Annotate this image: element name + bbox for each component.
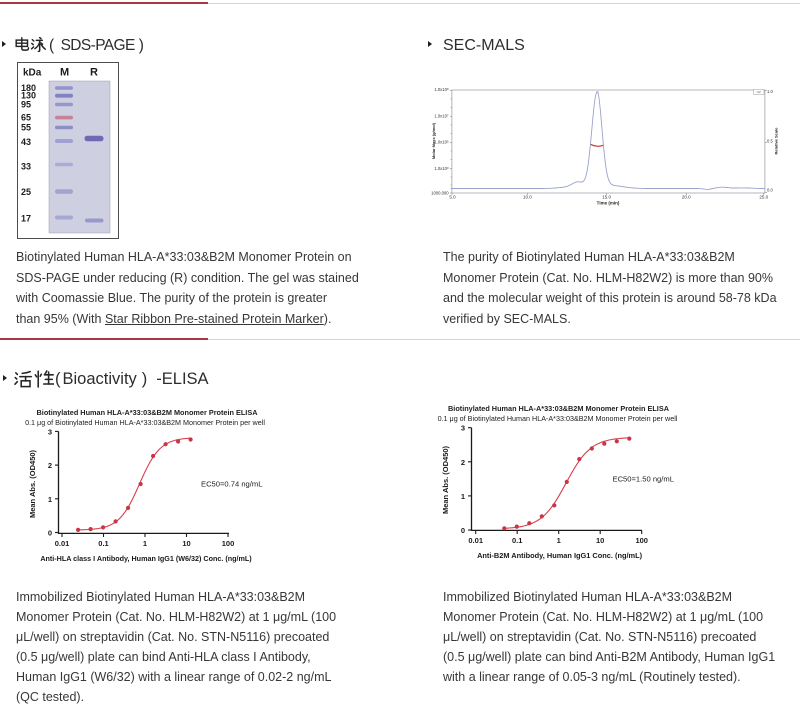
svg-text:0: 0 [48,529,52,538]
svg-text:kDa: kDa [23,68,42,79]
svg-text:EC50=1.50 ng/mL: EC50=1.50 ng/mL [613,475,674,484]
svg-text:0.01: 0.01 [468,536,483,545]
svg-text:1: 1 [48,495,52,504]
svg-text:Mean Abs. (OD450): Mean Abs. (OD450) [28,449,37,518]
svg-text:Anti-HLA class I Antibody, Hum: Anti-HLA class I Antibody, Human IgG1 (W… [40,554,252,563]
svg-text:1: 1 [461,492,465,501]
svg-text:0: 0 [461,526,465,535]
svg-text:95: 95 [21,100,31,110]
svg-text:33: 33 [21,162,31,172]
svg-text:20.0: 20.0 [682,195,691,200]
svg-text:43: 43 [21,137,31,147]
svg-text:10: 10 [596,536,604,545]
svg-text:1.0x103: 1.0x103 [434,166,449,171]
svg-text:1: 1 [143,539,147,548]
svg-text:Biotinylated Human HLA-A*33:03: Biotinylated Human HLA-A*33:03&B2M Monom… [37,408,259,417]
svg-text:0.1: 0.1 [512,536,522,545]
svg-text:1: 1 [557,536,561,545]
svg-text:1.0x107: 1.0x107 [434,113,449,118]
svg-text:100: 100 [222,539,235,548]
svg-text:Relative Scale: Relative Scale [774,127,779,155]
svg-text:65: 65 [21,113,31,123]
svg-text:UV: UV [757,90,761,94]
svg-text:1.0: 1.0 [767,89,773,94]
svg-text:17: 17 [21,214,31,224]
svg-text:0.01: 0.01 [55,539,70,548]
svg-text:0.1: 0.1 [98,539,108,548]
svg-text:0.5: 0.5 [767,138,773,143]
svg-text:1.0x105: 1.0x105 [434,140,449,145]
svg-text:15.0: 15.0 [602,195,611,200]
svg-text:Biotinylated Human HLA-A*33:03: Biotinylated Human HLA-A*33:03&B2M Monom… [448,404,670,413]
svg-text:2: 2 [461,458,465,467]
svg-text:Time (min): Time (min) [597,201,620,206]
svg-text:3: 3 [461,424,465,433]
svg-text:25.0: 25.0 [759,195,768,200]
svg-text:10.0: 10.0 [523,195,532,200]
svg-text:10: 10 [182,539,190,548]
svg-text:1.0x109: 1.0x109 [434,87,449,92]
svg-text:0.1 μg of Biotinylated Human H: 0.1 μg of Biotinylated Human HLA-A*33:03… [438,414,678,423]
svg-text:Anti-B2M Antibody, Human IgG1: Anti-B2M Antibody, Human IgG1 Conc. (ng/… [477,551,643,560]
svg-text:100: 100 [635,536,648,545]
svg-text:130: 130 [21,91,36,101]
svg-text:2: 2 [48,461,52,470]
svg-text:1000.000: 1000.000 [431,191,449,196]
svg-text:EC50=0.74 ng/mL: EC50=0.74 ng/mL [201,480,262,489]
svg-text:55: 55 [21,123,31,133]
svg-text:M: M [60,67,69,79]
svg-text:180: 180 [21,83,36,93]
svg-text:0.1 μg of Biotinylated Human H: 0.1 μg of Biotinylated Human HLA-A*33:03… [25,418,265,427]
svg-text:Molar Mass (g/mol): Molar Mass (g/mol) [431,122,436,159]
svg-text:Mean Abs. (OD450): Mean Abs. (OD450) [441,445,450,514]
svg-text:5.0: 5.0 [449,195,456,200]
svg-text:25: 25 [21,187,31,197]
svg-text:R: R [90,67,98,79]
svg-text:3: 3 [48,427,52,436]
svg-text:0.0: 0.0 [767,188,773,193]
